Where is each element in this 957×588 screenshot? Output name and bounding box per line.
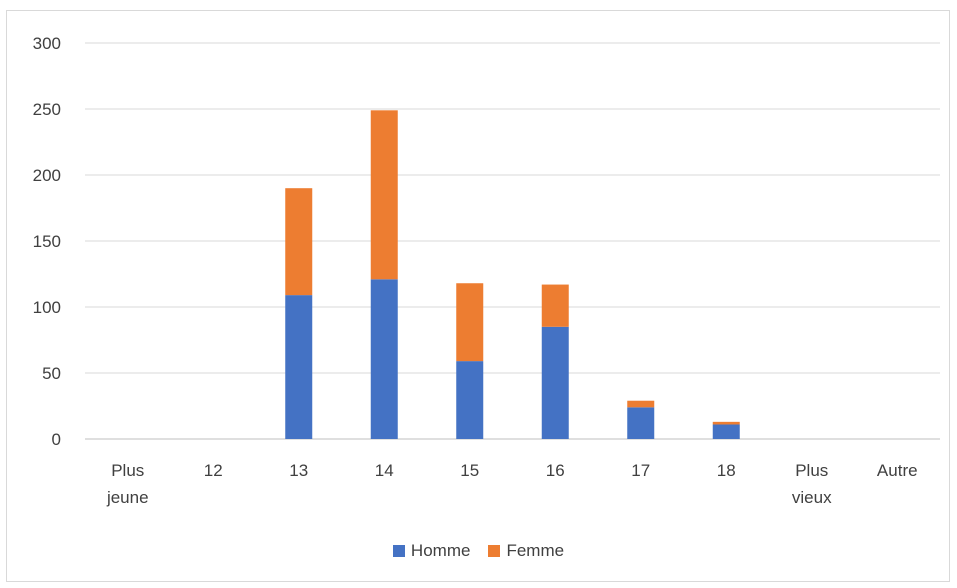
legend-swatch-homme bbox=[392, 545, 405, 557]
bar-femme-7 bbox=[712, 421, 740, 425]
x-tick-label-7-0: 18 bbox=[717, 461, 736, 480]
bar-femme-4 bbox=[456, 283, 484, 362]
x-tick-label-9-0: Autre bbox=[877, 461, 918, 480]
x-tick-label-6-0: 17 bbox=[631, 461, 650, 480]
legend-item-femme: Femme bbox=[488, 541, 564, 561]
y-tick-label-0: 0 bbox=[52, 430, 61, 449]
y-tick-label-50: 50 bbox=[42, 364, 61, 383]
y-tick-label-150: 150 bbox=[33, 232, 61, 251]
x-tick-label-8-1: vieux bbox=[792, 488, 832, 507]
x-tick-label-1-0: 12 bbox=[204, 461, 223, 480]
x-tick-label-0-0: Plus bbox=[111, 461, 144, 480]
bar-femme-2 bbox=[285, 188, 313, 296]
y-tick-label-100: 100 bbox=[33, 298, 61, 317]
bar-homme-4 bbox=[456, 361, 484, 439]
legend: Homme Femme bbox=[0, 541, 957, 561]
legend-swatch-femme bbox=[488, 545, 501, 557]
bar-homme-2 bbox=[285, 295, 313, 439]
bar-homme-7 bbox=[712, 424, 740, 439]
legend-label-homme: Homme bbox=[410, 541, 471, 560]
y-tick-label-200: 200 bbox=[33, 166, 61, 185]
x-tick-label-2-0: 13 bbox=[289, 461, 308, 480]
x-tick-label-5-0: 16 bbox=[546, 461, 565, 480]
x-tick-label-8-0: Plus bbox=[795, 461, 828, 480]
bar-homme-5 bbox=[541, 326, 569, 439]
bar-homme-3 bbox=[370, 279, 398, 439]
bar-femme-5 bbox=[541, 284, 569, 327]
legend-label-femme: Femme bbox=[506, 541, 565, 560]
bar-femme-3 bbox=[370, 110, 398, 280]
x-tick-label-3-0: 14 bbox=[375, 461, 394, 480]
bar-homme-6 bbox=[627, 407, 655, 439]
y-tick-label-250: 250 bbox=[33, 100, 61, 119]
x-tick-label-4-0: 15 bbox=[460, 461, 479, 480]
bar-femme-6 bbox=[627, 400, 655, 408]
y-tick-label-300: 300 bbox=[33, 34, 61, 53]
x-tick-label-0-1: jeune bbox=[106, 488, 149, 507]
legend-item-homme: Homme bbox=[392, 541, 471, 561]
